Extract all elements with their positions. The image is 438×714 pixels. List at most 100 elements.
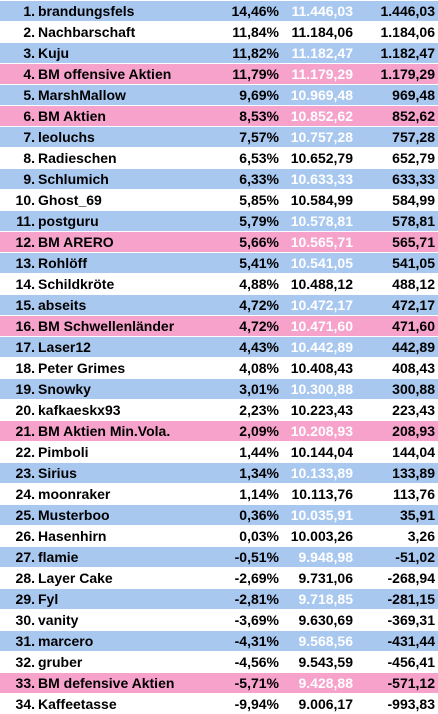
change-cell: 757,28 [392,129,435,145]
name-cell: kafkaeskx93 [38,402,121,418]
name-cell: BM Schwellenländer [38,318,175,334]
percent-cell: -2,81% [234,591,279,607]
percent-cell: 9,69% [239,87,279,103]
rank-cell: 21. [15,423,35,439]
rank-cell: 3. [23,45,35,61]
change-cell: 652,79 [392,150,435,166]
change-cell: 35,91 [399,507,435,523]
percent-cell: 14,46% [231,3,279,19]
value-cell: 10.144,04 [290,444,353,460]
rank-cell: 10. [15,192,35,208]
name-cell: BM Aktien Min.Vola. [38,423,171,439]
value-cell: 9.718,85 [298,591,354,607]
value-cell: 10.969,48 [290,87,353,103]
change-cell: 300,88 [392,381,435,397]
name-cell: Layer Cake [38,570,113,586]
name-cell: BM defensive Aktien [38,675,175,691]
rank-cell: 32. [15,654,35,670]
name-cell: flamie [38,549,79,565]
percent-cell: 4,72% [239,318,279,334]
percent-cell: 4,43% [239,339,279,355]
name-cell: MarshMallow [38,87,126,103]
rank-cell: 29. [15,591,35,607]
percent-cell: 3,01% [239,381,279,397]
change-cell: 223,43 [392,402,435,418]
table-row: 15. abseits 4,72% 10.472,17 472,17 [0,295,438,315]
table-row: 23. Sirius 1,34% 10.133,89 133,89 [0,463,438,483]
name-cell: postguru [38,213,99,229]
name-cell: BM ARERO [38,234,114,250]
value-cell: 10.003,26 [290,528,353,544]
value-cell: 10.408,43 [290,360,353,376]
table-row: 27. flamie -0,51% 9.948,98 -51,02 [0,547,438,567]
table-row: 24. moonraker 1,14% 10.113,76 113,76 [0,484,438,504]
change-cell: 472,17 [392,297,435,313]
rank-cell: 27. [15,549,35,565]
table-row: 34. Kaffeetasse -9,94% 9.006,17 -993,83 [0,694,438,714]
name-cell: Snowky [38,381,91,397]
percent-cell: 2,09% [239,423,279,439]
percent-cell: -9,94% [234,696,279,712]
table-row: 2. Nachbarschaft 11,84% 11.184,06 1.184,06 [0,22,438,42]
value-cell: 11.179,29 [291,66,353,82]
rank-cell: 20. [15,402,35,418]
name-cell: brandungsfels [38,3,135,19]
change-cell: -571,12 [387,675,435,691]
rank-cell: 12. [15,234,35,250]
table-row: 17. Laser12 4,43% 10.442,89 442,89 [0,337,438,357]
rank-cell: 9. [23,171,35,187]
table-row: 28. Layer Cake -2,69% 9.731,06 -268,94 [0,568,438,588]
change-cell: 408,43 [392,360,435,376]
table-row: 26. Hasenhirn 0,03% 10.003,26 3,26 [0,526,438,546]
change-cell: 578,81 [392,213,435,229]
rank-cell: 6. [23,108,35,124]
rank-cell: 14. [15,276,35,292]
percent-cell: 6,53% [239,150,279,166]
value-cell: 10.633,33 [290,171,353,187]
value-cell: 10.584,99 [290,192,353,208]
change-cell: -369,31 [387,612,435,628]
name-cell: Peter Grimes [38,360,126,376]
rank-cell: 15. [15,297,35,313]
percent-cell: 4,08% [239,360,279,376]
value-cell: 10.223,43 [290,402,353,418]
rank-cell: 28. [15,570,35,586]
value-cell: 10.565,71 [290,234,353,250]
name-cell: Schildkröte [38,276,115,292]
value-cell: 11.446,03 [291,3,353,19]
rank-cell: 22. [15,444,35,460]
name-cell: Sirius [38,465,77,481]
value-cell: 10.471,60 [290,318,353,334]
value-cell: 10.757,28 [290,129,353,145]
table-row: 1. brandungsfels 14,46% 11.446,03 1.446,03 [0,1,438,21]
value-cell: 10.035,91 [290,507,353,523]
table-row: 9. Schlumich 6,33% 10.633,33 633,33 [0,169,438,189]
value-cell: 10.852,62 [290,108,353,124]
rank-cell: 24. [15,486,35,502]
rank-cell: 11. [16,213,35,229]
change-cell: 1.446,03 [380,3,436,19]
percent-cell: 1,34% [239,465,279,481]
value-cell: 10.472,17 [290,297,353,313]
name-cell: Kaffeetasse [38,696,117,712]
name-cell: Musterboo [38,507,110,523]
change-cell: 1.184,06 [380,24,436,40]
rank-cell: 1. [23,3,35,19]
value-cell: 10.442,89 [290,339,353,355]
change-cell: -993,83 [387,696,435,712]
table-row: 16. BM Schwellenländer 4,72% 10.471,60 471,6… [0,316,438,336]
value-cell: 10.541,05 [290,255,353,271]
table-row: 3. Kuju 11,82% 11.182,47 1.182,47 [0,43,438,63]
name-cell: Radieschen [38,150,117,166]
table-row: 20. kafkaeskx93 2,23% 10.223,43 223,43 [0,400,438,420]
change-cell: 1.182,47 [380,45,436,61]
name-cell: Nachbarschaft [38,24,136,40]
rank-cell: 31. [15,633,35,649]
change-cell: 113,76 [392,486,435,502]
rank-cell: 26. [15,528,35,544]
rank-cell: 23. [15,465,35,481]
percent-cell: 5,66% [239,234,279,250]
table-row: 32. gruber -4,56% 9.543,59 -456,41 [0,652,438,672]
value-cell: 9.568,56 [298,633,354,649]
